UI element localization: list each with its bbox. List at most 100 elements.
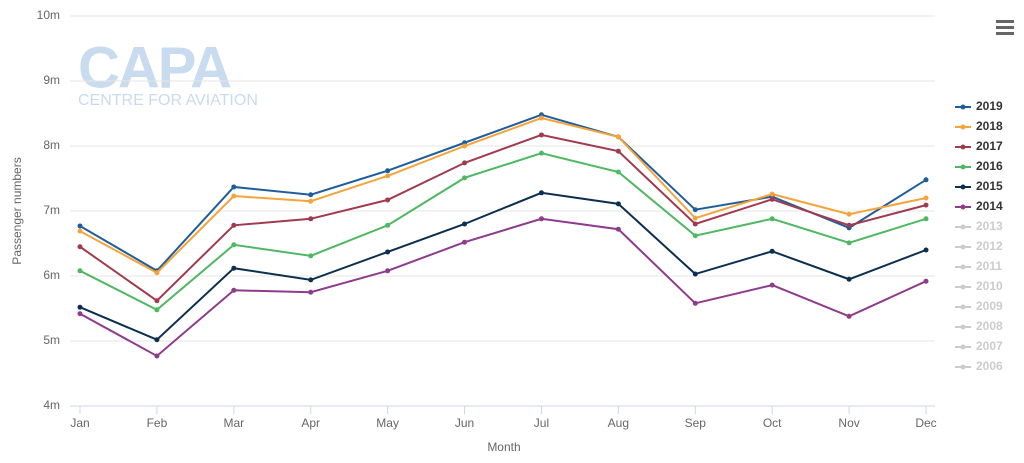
point: [846, 211, 852, 217]
x-tick-label: Nov: [838, 416, 859, 430]
x-tick-label: Oct: [763, 416, 782, 430]
point: [846, 240, 852, 246]
point: [77, 311, 83, 317]
point: [462, 160, 468, 166]
point: [538, 115, 544, 121]
legend-item[interactable]: 2018: [976, 119, 1003, 133]
point: [308, 289, 314, 295]
menu-bar[interactable]: [996, 26, 1014, 29]
menu-bar[interactable]: [996, 20, 1014, 23]
point: [538, 132, 544, 138]
point: [77, 244, 83, 250]
legend-item[interactable]: 2014: [976, 199, 1003, 213]
y-tick-label: 4m: [43, 398, 60, 412]
x-tick-label: Mar: [223, 416, 244, 430]
point: [308, 216, 314, 222]
legend-marker[interactable]: [960, 264, 966, 270]
x-tick-label: Aug: [608, 416, 629, 430]
series-line: [79, 217, 927, 358]
x-tick-label: Apr: [301, 416, 320, 430]
point: [615, 226, 621, 232]
legend-marker[interactable]: [960, 324, 966, 330]
point: [769, 191, 775, 197]
legend-item[interactable]: 2013: [976, 219, 1003, 233]
point: [846, 276, 852, 282]
point: [154, 337, 160, 343]
x-tick-label: May: [376, 416, 399, 430]
point: [923, 247, 929, 253]
legend-item[interactable]: 2011: [976, 259, 1002, 273]
legend-marker[interactable]: [960, 224, 966, 230]
legend-item[interactable]: 2010: [976, 279, 1003, 293]
point: [615, 201, 621, 207]
legend-marker[interactable]: [960, 144, 966, 150]
legend-marker[interactable]: [960, 164, 966, 170]
point: [385, 197, 391, 203]
point: [308, 192, 314, 198]
point: [923, 278, 929, 284]
series-line: [79, 133, 927, 302]
legend-marker[interactable]: [960, 284, 966, 290]
point: [77, 228, 83, 234]
point: [923, 177, 929, 183]
point: [846, 313, 852, 319]
point: [308, 277, 314, 283]
point: [154, 270, 160, 276]
legend-marker[interactable]: [960, 124, 966, 130]
point: [692, 271, 698, 277]
point: [231, 184, 237, 190]
series-line: [79, 113, 927, 273]
point: [462, 221, 468, 227]
point: [462, 239, 468, 245]
y-tick-label: 5m: [43, 333, 60, 347]
point: [538, 216, 544, 222]
x-tick-label: Jan: [70, 416, 89, 430]
legend-marker[interactable]: [960, 304, 966, 310]
point: [692, 300, 698, 306]
point: [692, 221, 698, 227]
legend-item[interactable]: 2007: [976, 339, 1003, 353]
point: [923, 216, 929, 222]
point: [538, 190, 544, 196]
legend-marker[interactable]: [960, 204, 966, 210]
legend-item[interactable]: 2016: [976, 159, 1003, 173]
legend-marker[interactable]: [960, 184, 966, 190]
series-line: [79, 152, 927, 311]
point: [77, 223, 83, 229]
legend-marker[interactable]: [960, 244, 966, 250]
point: [615, 148, 621, 154]
point: [385, 173, 391, 179]
legend-item[interactable]: 2006: [976, 359, 1003, 373]
point: [154, 353, 160, 359]
point: [231, 242, 237, 248]
point: [923, 195, 929, 201]
point: [231, 265, 237, 271]
legend-item[interactable]: 2009: [976, 299, 1003, 313]
x-tick-label: Sep: [685, 416, 707, 430]
legend-marker[interactable]: [960, 364, 966, 370]
x-tick-label: Jun: [455, 416, 474, 430]
point: [462, 175, 468, 181]
legend-item[interactable]: 2017: [976, 139, 1003, 153]
legend-item[interactable]: 2015: [976, 179, 1003, 193]
point: [692, 207, 698, 213]
point: [769, 282, 775, 288]
point: [615, 169, 621, 175]
legend-marker[interactable]: [960, 104, 966, 110]
legend-item[interactable]: 2008: [976, 319, 1003, 333]
point: [154, 307, 160, 313]
legend-marker[interactable]: [960, 344, 966, 350]
point: [692, 233, 698, 239]
point: [308, 253, 314, 259]
legend-item[interactable]: 2019: [976, 99, 1003, 113]
menu-button[interactable]: [996, 20, 1014, 35]
point: [462, 143, 468, 149]
x-tick-label: Dec: [915, 416, 936, 430]
point: [231, 287, 237, 293]
legend-item[interactable]: 2012: [976, 239, 1003, 253]
point: [77, 304, 83, 310]
y-tick-label: 10m: [37, 8, 60, 22]
menu-bar[interactable]: [996, 32, 1014, 35]
